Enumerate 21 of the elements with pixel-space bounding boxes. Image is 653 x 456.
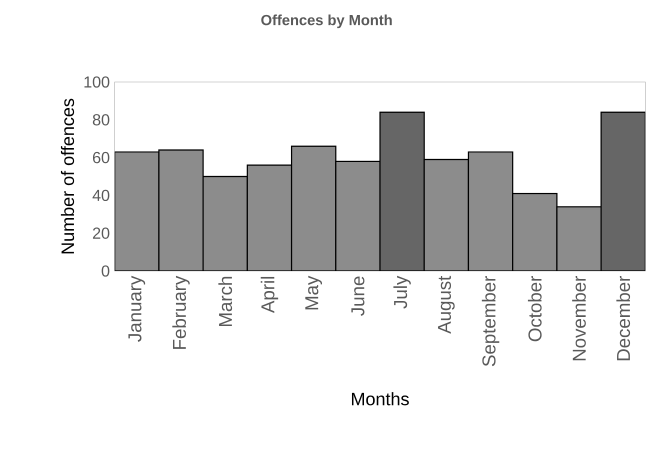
x-tick-label: November (572, 276, 586, 360)
x-tick-label: January (128, 276, 146, 342)
x-tick-label: July (393, 276, 411, 309)
y-tick-label: 20 (92, 228, 110, 239)
x-tick-label: February (172, 276, 190, 349)
y-tick-label: 40 (92, 190, 110, 202)
y-tick-label: 80 (92, 114, 110, 126)
x-tick-label: May (305, 276, 322, 310)
y-axis-title: Number of offences (60, 98, 74, 254)
x-tick-label: June (351, 276, 364, 316)
x-tick-label: August (438, 276, 455, 334)
x-tick-label: April (260, 276, 278, 313)
y-tick-label: 0 (102, 265, 110, 277)
x-axis-title: Months (352, 392, 409, 406)
x-tick-label: September (482, 276, 500, 366)
y-tick-label: 60 (92, 152, 110, 164)
x-tick-label: December (616, 276, 630, 360)
x-tick-label: March (218, 276, 232, 326)
x-tick-label: October (528, 276, 542, 342)
chart-title: Offences by Month (261, 14, 392, 28)
y-tick-label: 100 (84, 76, 110, 88)
